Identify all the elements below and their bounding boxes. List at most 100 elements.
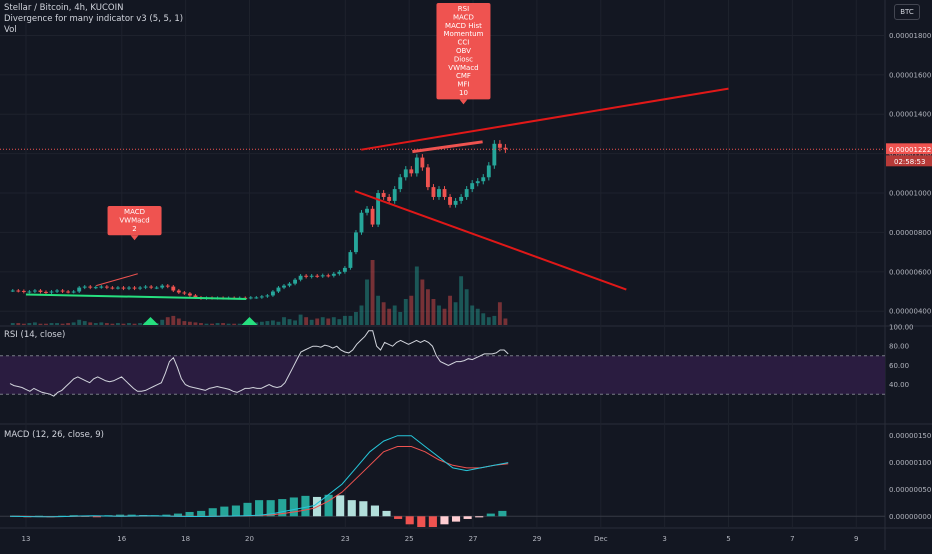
volume-bar	[481, 313, 486, 325]
candle-body	[448, 196, 452, 205]
volume-bar	[409, 295, 414, 325]
volume-bar	[60, 323, 65, 325]
candle-body	[326, 275, 331, 277]
volume-bar	[44, 323, 48, 325]
macd-histogram-bar	[486, 513, 495, 517]
volume-bar	[448, 295, 452, 325]
volume-bar	[49, 323, 54, 325]
candle-body	[370, 208, 375, 225]
volume-bar	[104, 323, 109, 325]
volume-bar	[160, 319, 165, 325]
candle-body	[492, 143, 497, 166]
volume-bar	[403, 299, 408, 325]
volume-bar	[304, 317, 309, 325]
divergence-annotation-left-pointer	[130, 235, 139, 241]
macd-line	[9, 435, 509, 518]
price-tick-label: 0.00001000	[889, 190, 931, 198]
candle-body	[337, 271, 342, 274]
volume-bar	[470, 305, 475, 325]
volume-bar	[497, 302, 502, 325]
divergence-annotation-left-text: VWMacd	[119, 216, 149, 224]
volume-bar	[486, 317, 491, 325]
x-tick-label: 13	[22, 535, 31, 543]
candle-body	[110, 287, 115, 289]
rsi-pane-label[interactable]: RSI (14, close)	[4, 330, 66, 340]
volume-bar	[492, 315, 497, 325]
volume-bar	[265, 321, 270, 325]
candle-body	[359, 212, 364, 233]
divergence-annotation-top-text: MACD	[453, 13, 474, 21]
volume-bar	[27, 323, 32, 325]
divergence-annotation-top-text: OBV	[456, 47, 471, 55]
candle-body	[437, 189, 441, 197]
macd-histogram-bar	[463, 516, 472, 519]
volume-bar	[93, 323, 98, 325]
volume-bar	[127, 323, 131, 325]
candle-body	[44, 291, 48, 293]
price-tick-label: 0.00001400	[889, 111, 931, 119]
candle-body	[182, 292, 187, 294]
candle-body	[497, 143, 502, 148]
candle-body	[392, 189, 397, 201]
volume-bar	[210, 323, 214, 325]
trendline	[361, 87, 729, 151]
candle-body	[320, 275, 325, 277]
rsi-tick-label: 80.00	[889, 343, 909, 351]
volume-bar	[182, 321, 187, 325]
volume-bar	[88, 322, 93, 325]
volume-bar	[464, 289, 469, 325]
volume-bar	[376, 295, 381, 325]
candle-body	[304, 275, 309, 277]
candle-body	[60, 290, 65, 292]
indicator-title[interactable]: Divergence for many indicator v3 (5, 5, …	[4, 14, 184, 24]
macd-histogram-bar	[475, 516, 484, 518]
candle-body	[354, 232, 358, 253]
volume-bar	[425, 289, 430, 325]
divergence-annotation-top-text: CMF	[456, 72, 471, 80]
x-tick-label: 9	[854, 535, 858, 543]
divergence-annotation-left-text: 2	[132, 225, 136, 233]
divergence-annotation-top-text: RSI	[458, 5, 469, 13]
volume-bar	[331, 317, 336, 325]
macd-histogram-bar	[162, 514, 171, 517]
symbol-title[interactable]: Stellar / Bitcoin, 4h, KUCOIN	[4, 3, 124, 13]
candle-body	[99, 286, 104, 288]
candle-body	[165, 285, 170, 287]
volume-bar	[71, 322, 76, 325]
candle-body	[132, 287, 137, 289]
macd-histogram-bar	[428, 516, 437, 527]
trendline	[354, 190, 627, 291]
volume-bar	[503, 318, 508, 325]
divergence-annotation-top-pointer	[459, 99, 468, 105]
candle-body	[248, 297, 253, 299]
x-tick-label: 16	[117, 535, 126, 543]
volume-label[interactable]: Vol	[4, 25, 17, 35]
macd-histogram-bar	[197, 510, 206, 517]
currency-button[interactable]: BTC	[894, 4, 920, 20]
volume-bar	[82, 321, 87, 325]
volume-bar	[232, 323, 237, 325]
x-tick-label: 3	[662, 535, 666, 543]
volume-bar	[342, 315, 347, 325]
candle-body	[287, 283, 292, 286]
volume-bar	[110, 323, 115, 325]
volume-bar	[138, 323, 143, 325]
candle-body	[282, 285, 286, 288]
volume-bar	[287, 319, 292, 325]
price-tick-label: 0.00001800	[889, 32, 931, 40]
volume-bar	[66, 323, 71, 325]
x-tick-label: Dec	[594, 535, 608, 543]
divergence-annotation-top-text: VWMacd	[448, 64, 478, 72]
candle-body	[381, 193, 386, 197]
candle-body	[486, 165, 491, 178]
volume-bar	[337, 319, 342, 325]
divergence-annotation-top-text: Diosc	[454, 55, 473, 63]
macd-histogram-bar	[336, 495, 345, 517]
macd-pane-label[interactable]: MACD (12, 26, close, 9)	[4, 430, 104, 440]
candle-body	[160, 285, 165, 288]
macd-histogram-bar	[417, 516, 426, 527]
volume-bar	[354, 312, 358, 325]
macd-histogram-bar	[255, 500, 264, 517]
candle-body	[431, 187, 436, 197]
